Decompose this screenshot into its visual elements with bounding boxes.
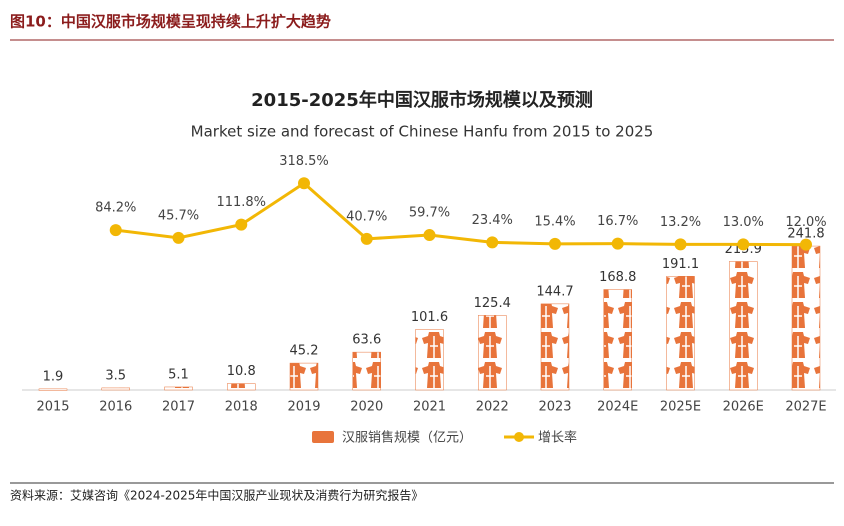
bar-value-label: 168.8: [599, 270, 636, 285]
x-tick-label: 2023: [538, 400, 571, 415]
x-tick-label: 2019: [287, 400, 320, 415]
bar: [289, 362, 319, 391]
figure-title: 图10：中国汉服市场规模呈现持续上升扩大趋势: [10, 13, 331, 31]
bar-value-label: 125.4: [474, 296, 511, 311]
bar: [540, 303, 570, 391]
source-note: 资料来源：艾媒咨询《2024-2025年中国汉服产业现状及消费行为研究报告》: [10, 488, 423, 503]
bar-value-label: 101.6: [411, 310, 448, 325]
growth-value-label: 15.4%: [534, 214, 575, 229]
bar-value-label: 63.6: [352, 333, 381, 348]
growth-value-label: 23.4%: [472, 213, 513, 228]
chart-title: 2015-2025年中国汉服市场规模以及预测: [251, 89, 593, 111]
growth-line: [115, 181, 807, 247]
growth-value-label: 16.7%: [597, 214, 638, 229]
growth-value-label: 111.8%: [216, 195, 266, 210]
bar: [38, 388, 68, 391]
growth-value-label: 318.5%: [279, 154, 329, 169]
x-tick-label: 2018: [225, 400, 258, 415]
x-tick-label: 2016: [99, 400, 132, 415]
growth-value-label: 45.7%: [158, 208, 199, 223]
bar: [164, 386, 193, 391]
growth-point: [800, 238, 812, 251]
growth-point: [486, 236, 499, 249]
bar: [478, 315, 507, 391]
bar-value-label: 10.8: [227, 364, 256, 379]
bar: [791, 245, 821, 391]
bar-value-label: 3.5: [105, 368, 126, 383]
growth-point: [423, 229, 436, 242]
x-tick-label: 2024E: [597, 400, 638, 415]
bar: [227, 383, 256, 391]
legend-label: 增长率: [538, 430, 577, 446]
bar-value-label: 241.8: [787, 227, 824, 242]
x-tick-label: 2022: [476, 400, 509, 415]
x-tick-label: 2017: [162, 400, 195, 415]
bar-value-label: 5.1: [168, 367, 189, 382]
x-tick-label: 2026E: [723, 400, 764, 415]
bar: [352, 351, 381, 391]
growth-value-label: 13.2%: [660, 215, 701, 230]
growth-value-label: 12.0%: [785, 215, 826, 230]
chart-subtitle: Market size and forecast of Chinese Hanf…: [191, 123, 654, 141]
growth-value-label: 84.2%: [95, 201, 136, 216]
growth-point: [611, 237, 624, 250]
x-tick-label: 2025E: [660, 400, 701, 415]
bar-value-label: 191.1: [662, 257, 699, 272]
bar: [666, 276, 695, 391]
growth-point: [549, 237, 561, 250]
bar: [101, 387, 130, 391]
x-tick-label: 2015: [36, 400, 69, 415]
bar-value-label: 144.7: [536, 284, 573, 299]
growth-value-label: 59.7%: [409, 206, 450, 221]
growth-point: [109, 224, 122, 237]
bar-value-label: 1.9: [43, 369, 64, 384]
legend-label: 汉服销售规模（亿元）: [342, 430, 472, 446]
growth-point: [235, 218, 248, 231]
bar: [415, 329, 444, 391]
legend-swatch: [514, 432, 525, 442]
bar-value-label: 45.2: [290, 344, 319, 359]
growth-point: [737, 238, 750, 251]
bar: [729, 261, 758, 391]
growth-value-label: 40.7%: [346, 209, 387, 224]
growth-point: [360, 232, 373, 245]
x-tick-label: 2020: [350, 400, 383, 415]
x-tick-label: 2021: [413, 400, 446, 415]
x-tick-label: 2027E: [785, 400, 826, 415]
growth-point: [674, 238, 687, 251]
growth-point: [298, 177, 310, 190]
legend-swatch: [312, 431, 334, 443]
bar: [603, 289, 632, 391]
growth-point: [172, 231, 185, 244]
growth-value-label: 13.0%: [723, 215, 764, 230]
